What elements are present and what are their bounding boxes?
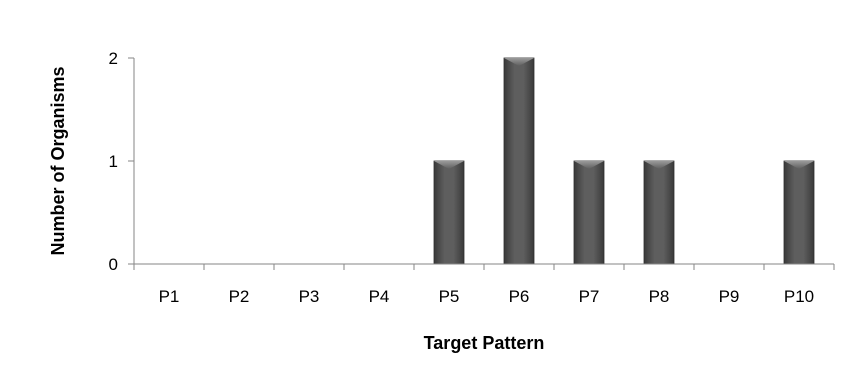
x-axis-title: Target Pattern [424,333,545,353]
x-tick-label-P9: P9 [719,287,740,306]
bar-body [573,160,605,265]
bar-P7 [573,160,605,265]
x-tick-label-P8: P8 [649,287,670,306]
bar-bevel [434,161,464,169]
bar-body [783,160,815,265]
x-tick-label-P10: P10 [784,287,814,306]
bar-P8 [643,160,675,265]
x-tick-label-P2: P2 [229,287,250,306]
bar-bevel [644,161,674,169]
bars-layer [433,57,815,265]
x-tick-label-P5: P5 [439,287,460,306]
bar-body [643,160,675,265]
x-tick-label-P4: P4 [369,287,390,306]
axes-layer: 0 1 2 P1 P2 P3 P4 P5 P6 P7 P8 P9 P10 [109,49,835,306]
y-tick-label: 0 [109,255,118,274]
bar-bevel [784,161,814,169]
bar-P5 [433,160,465,265]
bar-body [433,160,465,265]
y-tick-label: 2 [109,49,118,68]
y-axis-title: Number of Organisms [48,66,68,255]
x-tick-label-P7: P7 [579,287,600,306]
bar-body [503,57,535,265]
bar-P6 [503,57,535,265]
y-tick-label: 1 [109,152,118,171]
bar-bevel [504,58,534,66]
bar-bevel [574,161,604,169]
bar-P10 [783,160,815,265]
x-tick-label-P3: P3 [299,287,320,306]
x-tick-label-P1: P1 [159,287,180,306]
x-tick-label-P6: P6 [509,287,530,306]
